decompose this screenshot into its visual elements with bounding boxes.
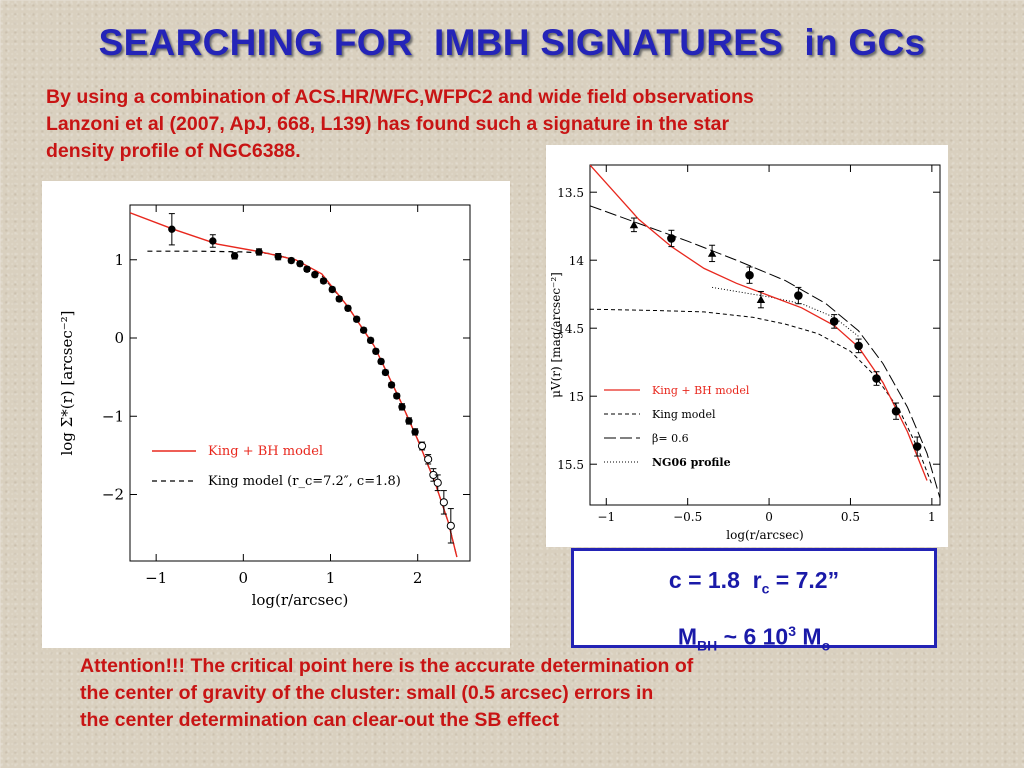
x-tick-label: −1 — [145, 569, 167, 587]
legend-label: β= 0.6 — [652, 432, 689, 445]
data-point-circle — [912, 442, 922, 451]
mbh-prefix: M — [677, 623, 698, 650]
x-tick-label: 0.5 — [841, 510, 860, 524]
x-tick-label: 0 — [239, 569, 249, 587]
data-point-filled — [230, 252, 239, 260]
data-point-circle — [891, 406, 901, 416]
data-point-filled — [387, 381, 396, 389]
legend-label: King + BH model — [652, 384, 750, 397]
y-tick-label: 1 — [114, 251, 124, 269]
y-axis-label: log Σ*(r) [arcsec⁻²] — [58, 310, 76, 455]
data-point-filled — [287, 256, 295, 265]
y-tick-label: 14 — [569, 254, 585, 268]
data-point-filled — [274, 252, 282, 261]
legend-label: NG06 profile — [652, 456, 731, 469]
data-point-filled — [335, 295, 343, 303]
mbh-sub: BH — [697, 637, 718, 654]
data-point-filled — [296, 259, 304, 268]
rc-prefix: r — [752, 567, 762, 593]
data-point-filled — [319, 277, 328, 285]
surface-brightness-chart: −1 −0.5 0 0.5 1 13.5 14 14.5 15 15.5 log(r/arcsec)… — [549, 164, 941, 542]
left-frame — [129, 204, 471, 562]
slide-title: SEARCHING FOR IMBH SIGNATURES in GCs — [98, 22, 926, 63]
intro-text: By using a combination of ACS.HR/WFC,WFP… — [46, 86, 754, 162]
x-tick-label: 1 — [928, 510, 936, 524]
x-tick-label: 1 — [326, 569, 336, 587]
mbh-unit: M — [796, 623, 822, 650]
y-tick-label: −1 — [102, 407, 124, 425]
result-c-rc: c = 1.8 rc = 7.2” — [574, 567, 934, 597]
attention-text: Attention!!! The critical point here is … — [80, 655, 694, 731]
x-tick-label: −1 — [597, 510, 615, 524]
king-model-line — [147, 250, 458, 558]
data-point-filled — [303, 265, 311, 273]
ng06-profile-line — [712, 286, 859, 337]
king-bh-model-line — [590, 165, 928, 481]
y-tick-label: 15 — [569, 390, 584, 404]
mbh-mid: ~ 6 10 — [717, 623, 789, 650]
left-chart-panel: −1 0 1 2 1 0 −1 −2 log(r/arcsec) log Σ*(r) [arcse… — [42, 181, 510, 648]
data-point-filled — [372, 347, 380, 356]
right-chart-panel: −1 −0.5 0 0.5 1 13.5 14 14.5 15 15.5 log(r/arcsec)… — [546, 145, 948, 547]
data-point-circle — [667, 234, 676, 243]
rc-value: = 7.2” — [769, 567, 840, 593]
data-point-circle — [745, 270, 754, 280]
data-point-circle — [872, 374, 881, 383]
data-point-open — [417, 441, 427, 451]
left-plot-area — [130, 212, 458, 558]
x-tick-label: 0 — [765, 510, 773, 524]
data-point-filled — [405, 417, 413, 425]
data-point-filled — [311, 270, 319, 279]
king-model-line — [590, 308, 933, 485]
legend-label: King + BH model — [208, 444, 323, 459]
mbh-unit-sub: o — [821, 637, 831, 654]
data-point-filled — [366, 336, 375, 345]
data-point-triangle — [756, 295, 766, 303]
y-tick-label: 14.5 — [557, 322, 584, 336]
legend-label: King model (r_c=7.2″, c=1.8) — [208, 474, 401, 489]
right-frame — [589, 164, 941, 506]
data-point-filled — [381, 368, 390, 377]
data-point-filled — [344, 304, 352, 312]
y-tick-label: 13.5 — [557, 186, 584, 200]
data-point-circle — [829, 317, 839, 326]
c-value: c = 1.8 — [668, 567, 740, 593]
data-point-open — [433, 478, 442, 487]
right-plot-area — [590, 165, 940, 499]
data-point-filled — [328, 285, 336, 294]
data-point-filled — [168, 225, 176, 233]
data-point-triangle — [707, 249, 717, 257]
data-point-open — [446, 521, 455, 530]
beta-model-line — [590, 205, 940, 499]
data-point-filled — [352, 315, 361, 323]
y-axis-label: μV(r) [mag/arcsec⁻²] — [549, 272, 563, 398]
data-point-filled — [377, 357, 385, 366]
y-tick-label: 15.5 — [557, 458, 584, 472]
rc-sub: c — [761, 580, 770, 597]
result-box: c = 1.8 rc = 7.2” MBH ~ 6 103 Mo — [571, 548, 937, 653]
data-point-filled — [398, 403, 406, 411]
data-point-open — [439, 498, 448, 507]
x-axis-label: log(r/arcsec) — [252, 591, 349, 609]
legend-label: King model — [652, 408, 716, 421]
data-point-filled — [411, 428, 419, 436]
data-point-filled — [209, 237, 217, 245]
result-mbh: MBH ~ 6 103 Mo — [574, 623, 934, 653]
x-axis-label: log(r/arcsec) — [726, 528, 803, 542]
surface-density-chart: −1 0 1 2 1 0 −1 −2 log(r/arcsec) log Σ*(r) [arcse… — [58, 204, 471, 609]
mbh-sup: 3 — [788, 623, 797, 639]
data-point-circle — [794, 291, 803, 300]
y-tick-label: 0 — [114, 329, 124, 347]
data-point-filled — [255, 248, 263, 256]
king-bh-model-line — [130, 212, 458, 558]
data-point-filled — [359, 326, 368, 334]
x-tick-label: 2 — [413, 569, 423, 587]
y-tick-label: −2 — [102, 485, 124, 503]
x-tick-label: −0.5 — [673, 510, 702, 524]
data-point-circle — [854, 341, 863, 351]
data-point-open — [424, 455, 433, 464]
data-point-triangle — [629, 220, 639, 229]
data-point-filled — [393, 392, 401, 400]
